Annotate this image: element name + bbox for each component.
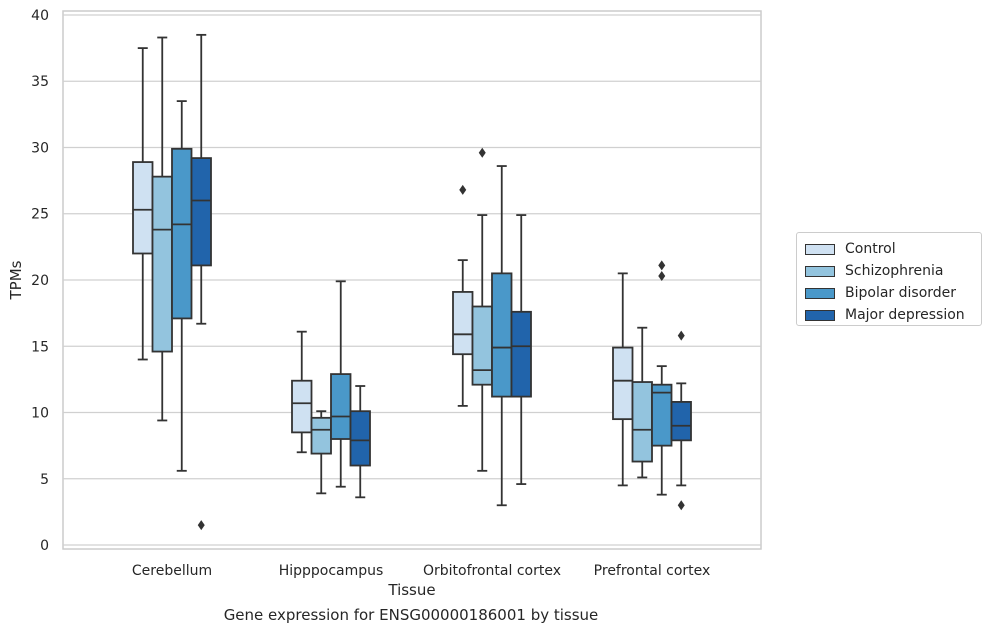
iqr-box xyxy=(670,401,692,442)
box-major-depression xyxy=(190,33,212,531)
iqr-box xyxy=(510,310,532,398)
y-tick-label: 5 xyxy=(40,472,49,488)
legend-label-control: Control xyxy=(845,241,896,257)
box-major-depression xyxy=(349,385,371,499)
y-tick-label: 40 xyxy=(31,8,49,24)
iqr-box xyxy=(471,305,493,386)
outlier-point xyxy=(677,500,685,511)
box-schizophrenia xyxy=(471,147,493,472)
legend-item-bipolar-disorder: Bipolar disorder xyxy=(805,282,973,304)
legend-item-major-depression: Major depression xyxy=(805,304,973,326)
iqr-box xyxy=(151,175,173,353)
iqr-box xyxy=(171,147,193,320)
outlier-point xyxy=(478,147,486,158)
x-tick-label: Cerebellum xyxy=(132,563,212,579)
outlier-point xyxy=(677,330,685,341)
iqr-box xyxy=(291,379,313,434)
box-major-depression xyxy=(510,214,532,485)
box-control xyxy=(452,184,474,407)
legend-label-major-depression: Major depression xyxy=(845,307,965,323)
outlier-point xyxy=(658,260,666,271)
legend-swatch-major-depression xyxy=(805,309,835,321)
iqr-box xyxy=(132,161,154,255)
gridlines xyxy=(63,14,761,546)
iqr-box xyxy=(631,381,653,463)
x-tick-label: Orbitofrontal cortex xyxy=(423,563,561,579)
legend: Control Schizophrenia Bipolar disorder M… xyxy=(796,232,982,326)
box-control xyxy=(291,330,313,454)
legend-swatch-control xyxy=(805,243,835,255)
iqr-box xyxy=(330,373,352,440)
y-tick-label: 10 xyxy=(31,406,49,422)
boxes xyxy=(132,33,692,531)
y-tick-label: 15 xyxy=(31,339,49,355)
x-tick-labels: Cerebellum Hipppocampus Orbitofrontal cort… xyxy=(132,563,710,579)
legend-swatch-bipolar-disorder xyxy=(805,287,835,299)
iqr-box xyxy=(310,416,332,455)
iqr-box xyxy=(651,383,673,447)
legend-item-control: Control xyxy=(805,238,973,260)
y-axis-label: TPMs xyxy=(7,260,25,300)
y-tick-label: 0 xyxy=(40,538,49,554)
outlier-point xyxy=(459,184,467,195)
box-control xyxy=(132,47,154,361)
iqr-box xyxy=(190,157,212,267)
legend-label-bipolar-disorder: Bipolar disorder xyxy=(845,285,957,301)
box-bipolar-disorder xyxy=(171,100,193,472)
iqr-box xyxy=(612,346,634,421)
box-bipolar-disorder xyxy=(330,280,352,488)
legend-item-schizophrenia: Schizophrenia xyxy=(805,260,973,282)
iqr-box xyxy=(491,272,513,398)
box-major-depression xyxy=(670,330,692,511)
outlier-point xyxy=(197,520,205,531)
x-axis-label: Tissue xyxy=(387,581,435,599)
outlier-point xyxy=(658,271,666,282)
iqr-box xyxy=(452,291,474,356)
y-tick-label: 25 xyxy=(31,207,49,223)
y-tick-label: 30 xyxy=(31,140,49,156)
box-schizophrenia xyxy=(310,410,332,495)
box-bipolar-disorder xyxy=(651,260,673,496)
figure-caption: Gene expression for ENSG00000186001 by t… xyxy=(223,606,599,624)
y-tick-labels: 0 5 10 15 20 25 30 35 40 xyxy=(31,8,49,554)
legend-label-schizophrenia: Schizophrenia xyxy=(845,263,944,279)
y-tick-label: 35 xyxy=(31,74,49,90)
iqr-box xyxy=(349,410,371,467)
y-tick-label: 20 xyxy=(31,273,49,289)
x-tick-label: Prefrontal cortex xyxy=(594,563,711,579)
legend-swatch-schizophrenia xyxy=(805,265,835,277)
box-bipolar-disorder xyxy=(491,165,513,507)
x-tick-label: Hipppocampus xyxy=(279,563,384,579)
